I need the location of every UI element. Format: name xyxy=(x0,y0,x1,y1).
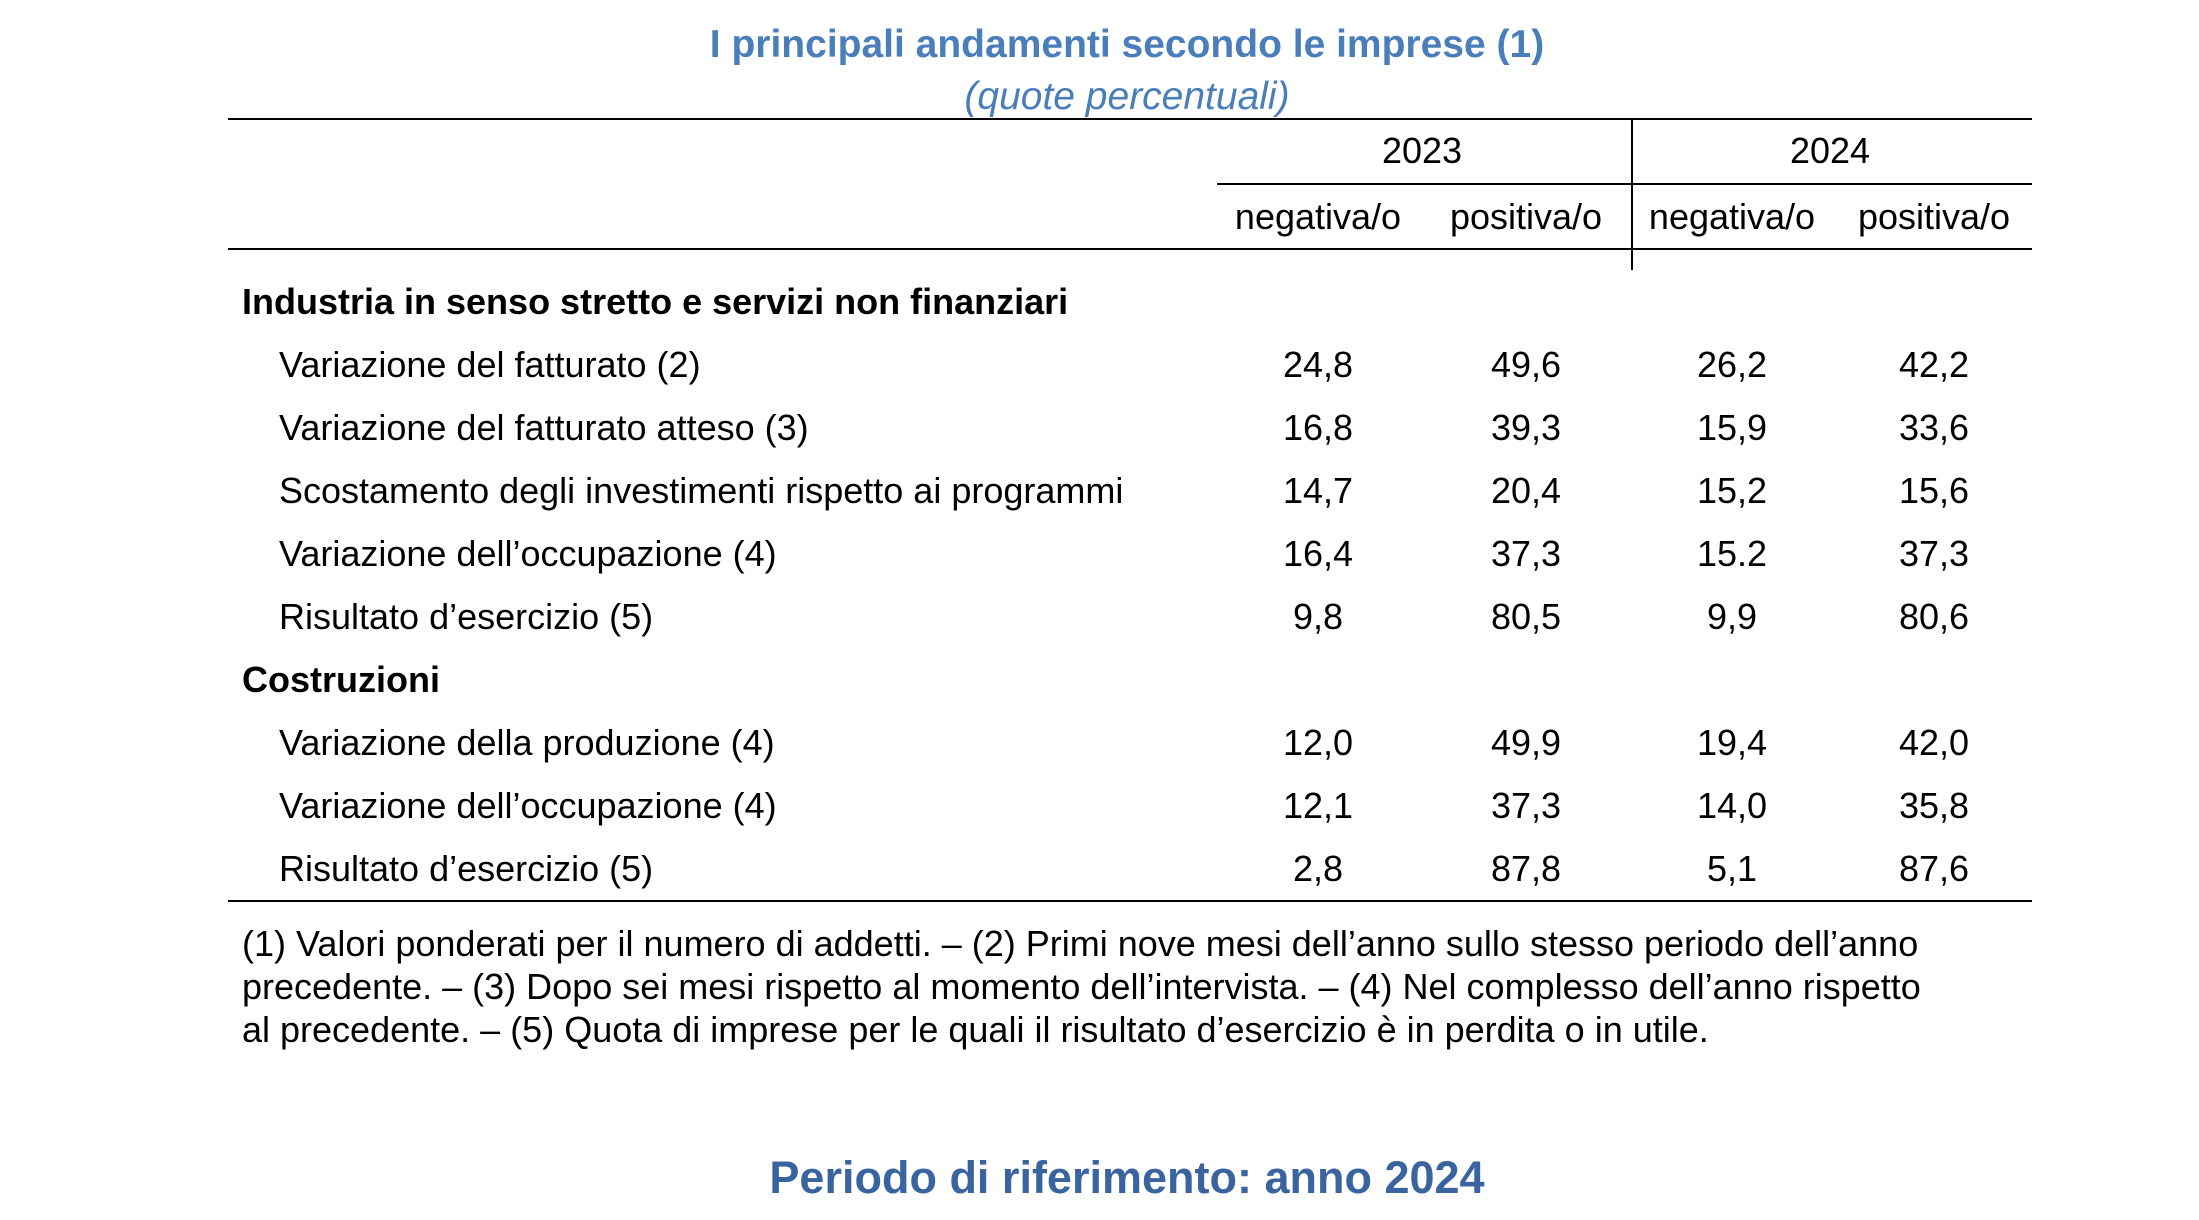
value-2023-negative: 16,8 xyxy=(1282,407,1354,448)
value-2024-positive: 80,6 xyxy=(1898,596,1970,637)
year-rule-2024 xyxy=(1632,183,2032,185)
value-2024-positive: 42,0 xyxy=(1898,722,1970,763)
value-2024-negative: 15,9 xyxy=(1696,407,1768,448)
value-2023-positive: 49,9 xyxy=(1490,722,1562,763)
year-separator xyxy=(1631,118,1633,270)
row-label: Scostamento degli investimenti rispetto … xyxy=(279,470,1124,511)
top-rule xyxy=(228,118,2032,120)
section-label: Industria in senso stretto e servizi non… xyxy=(242,281,1069,322)
value-2023-negative: 16,4 xyxy=(1282,533,1354,574)
footnotes: (1) Valori ponderati per il numero di ad… xyxy=(242,922,2042,1051)
row-label: Variazione del fatturato atteso (3) xyxy=(279,407,809,448)
value-2023-positive: 37,3 xyxy=(1490,533,1562,574)
row-label: Risultato d’esercizio (5) xyxy=(279,848,654,889)
subheader-2024-positive: positiva/o xyxy=(1857,196,2011,237)
value-2023-positive: 87,8 xyxy=(1490,848,1562,889)
value-2024-positive: 15,6 xyxy=(1898,470,1970,511)
row-label: Variazione del fatturato (2) xyxy=(279,344,701,385)
value-2023-positive: 80,5 xyxy=(1490,596,1562,637)
value-2023-negative: 2,8 xyxy=(1292,848,1344,889)
value-2024-positive: 87,6 xyxy=(1898,848,1970,889)
value-2023-positive: 37,3 xyxy=(1490,785,1562,826)
value-2024-positive: 37,3 xyxy=(1898,533,1970,574)
reference-period: Periodo di riferimento: anno 2024 xyxy=(769,1152,1485,1203)
row-label: Risultato d’esercizio (5) xyxy=(279,596,654,637)
footnote-line: (1) Valori ponderati per il numero di ad… xyxy=(242,923,1919,964)
value-2024-negative: 19,4 xyxy=(1696,722,1768,763)
subheader-2024-negative: negativa/o xyxy=(1648,196,1816,237)
value-2024-negative: 15,2 xyxy=(1696,470,1768,511)
value-2023-positive: 20,4 xyxy=(1490,470,1562,511)
table-subtitle: (quote percentuali) xyxy=(964,75,1290,118)
value-2023-negative: 24,8 xyxy=(1282,344,1354,385)
value-2024-negative: 9,9 xyxy=(1706,596,1758,637)
bottom-rule xyxy=(228,900,2032,902)
value-2024-negative: 14,0 xyxy=(1696,785,1768,826)
year-header-2024: 2024 xyxy=(1789,130,1871,171)
value-2023-negative: 12,1 xyxy=(1282,785,1354,826)
header-bottom-rule xyxy=(228,248,2032,250)
value-2024-positive: 42,2 xyxy=(1898,344,1970,385)
table-title: I principali andamenti secondo le impres… xyxy=(709,23,1545,66)
value-2023-negative: 9,8 xyxy=(1292,596,1344,637)
value-2023-negative: 12,0 xyxy=(1282,722,1354,763)
value-2023-negative: 14,7 xyxy=(1282,470,1354,511)
value-2023-positive: 39,3 xyxy=(1490,407,1562,448)
row-label: Variazione della produzione (4) xyxy=(279,722,775,763)
row-label: Variazione dell’occupazione (4) xyxy=(279,785,777,826)
row-label: Variazione dell’occupazione (4) xyxy=(279,533,777,574)
year-header-2023: 2023 xyxy=(1381,130,1463,171)
value-2024-positive: 35,8 xyxy=(1898,785,1970,826)
value-2024-positive: 33,6 xyxy=(1898,407,1970,448)
year-rule-2023 xyxy=(1217,183,1632,185)
value-2023-positive: 49,6 xyxy=(1490,344,1562,385)
footnote-line: al precedente. – (5) Quota di imprese pe… xyxy=(242,1009,1709,1050)
subheader-2023-positive: positiva/o xyxy=(1449,196,1603,237)
footnote-line: precedente. – (3) Dopo sei mesi rispetto… xyxy=(242,966,1921,1007)
subheader-2023-negative: negativa/o xyxy=(1234,196,1402,237)
value-2024-negative: 5,1 xyxy=(1706,848,1758,889)
value-2024-negative: 26,2 xyxy=(1696,344,1768,385)
section-label: Costruzioni xyxy=(242,659,440,700)
value-2024-negative: 15.2 xyxy=(1696,533,1768,574)
